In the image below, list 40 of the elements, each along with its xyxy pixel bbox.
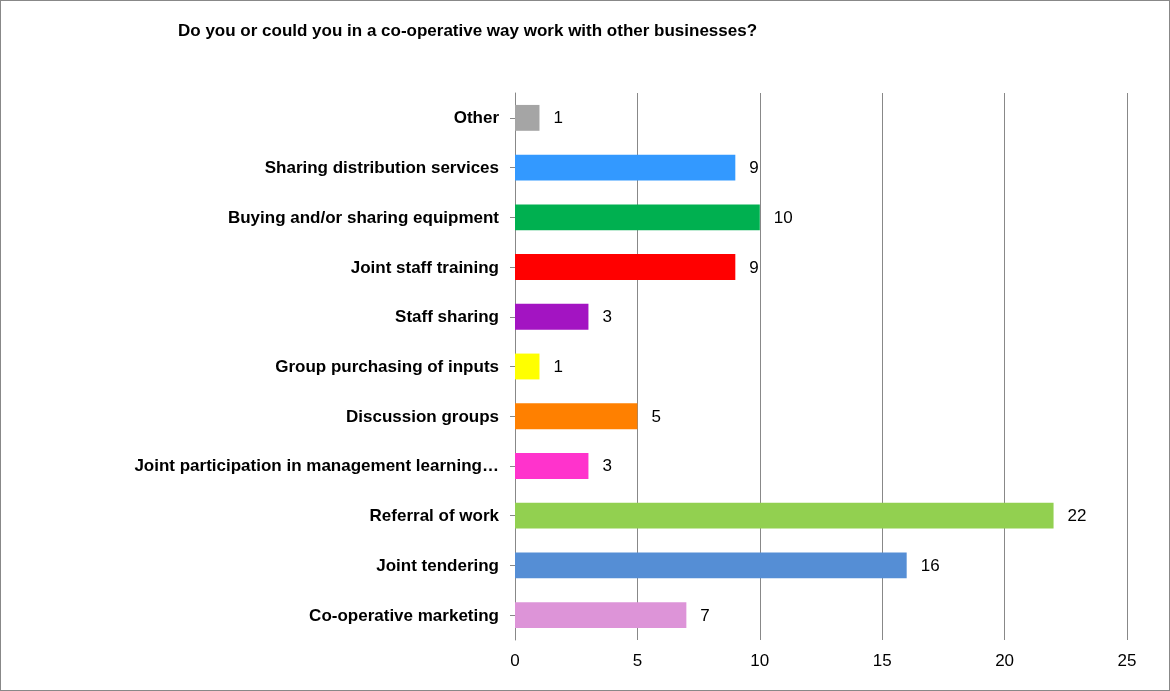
y-tick-label: Joint staff training — [350, 257, 499, 277]
x-tick-label: 0 — [510, 651, 520, 670]
y-tick-label: Sharing distribution services — [264, 158, 499, 178]
data-label: 9 — [749, 257, 759, 277]
bar — [515, 502, 1054, 529]
data-label: 22 — [1067, 506, 1087, 526]
y-tick-label: Discussion groups — [345, 406, 499, 426]
y-tick-label: Staff sharing — [395, 307, 499, 327]
data-label: 1 — [553, 108, 563, 128]
x-tick-label: 25 — [1117, 651, 1137, 670]
bar — [515, 104, 540, 131]
y-tick-label: Joint tendering — [376, 555, 499, 575]
x-tick-label: 5 — [632, 651, 643, 670]
bar — [515, 204, 760, 231]
x-tick-label: 10 — [750, 651, 770, 670]
y-tick-label: Co-operative marketing — [309, 605, 499, 625]
bar — [515, 552, 907, 579]
bar — [515, 353, 540, 380]
bar — [515, 403, 638, 430]
data-label: 1 — [553, 357, 563, 376]
data-label: 16 — [920, 555, 940, 575]
bar — [515, 154, 736, 181]
data-label: 5 — [651, 406, 661, 426]
data-label: 3 — [602, 456, 612, 476]
x-tick-label: 15 — [872, 651, 892, 670]
y-tick-label: Joint participation in management learning… — [134, 456, 499, 476]
chart-title: Do you or could you in a co-operative way work with other businesses? — [178, 21, 758, 40]
data-label: 10 — [773, 207, 793, 227]
bar — [515, 602, 687, 629]
data-label: 9 — [749, 158, 759, 178]
y-tick-label: Other — [453, 108, 500, 128]
y-tick-label: Buying and/or sharing equipment — [227, 207, 500, 227]
bar — [515, 303, 589, 330]
x-tick-label: 20 — [995, 651, 1015, 670]
y-tick-label: Group purchasing of inputs — [275, 357, 499, 376]
y-tick-label: Referral of work — [369, 506, 500, 526]
bar — [515, 254, 736, 280]
data-label: 7 — [700, 605, 710, 625]
bar — [515, 453, 589, 479]
data-label: 3 — [602, 307, 612, 327]
